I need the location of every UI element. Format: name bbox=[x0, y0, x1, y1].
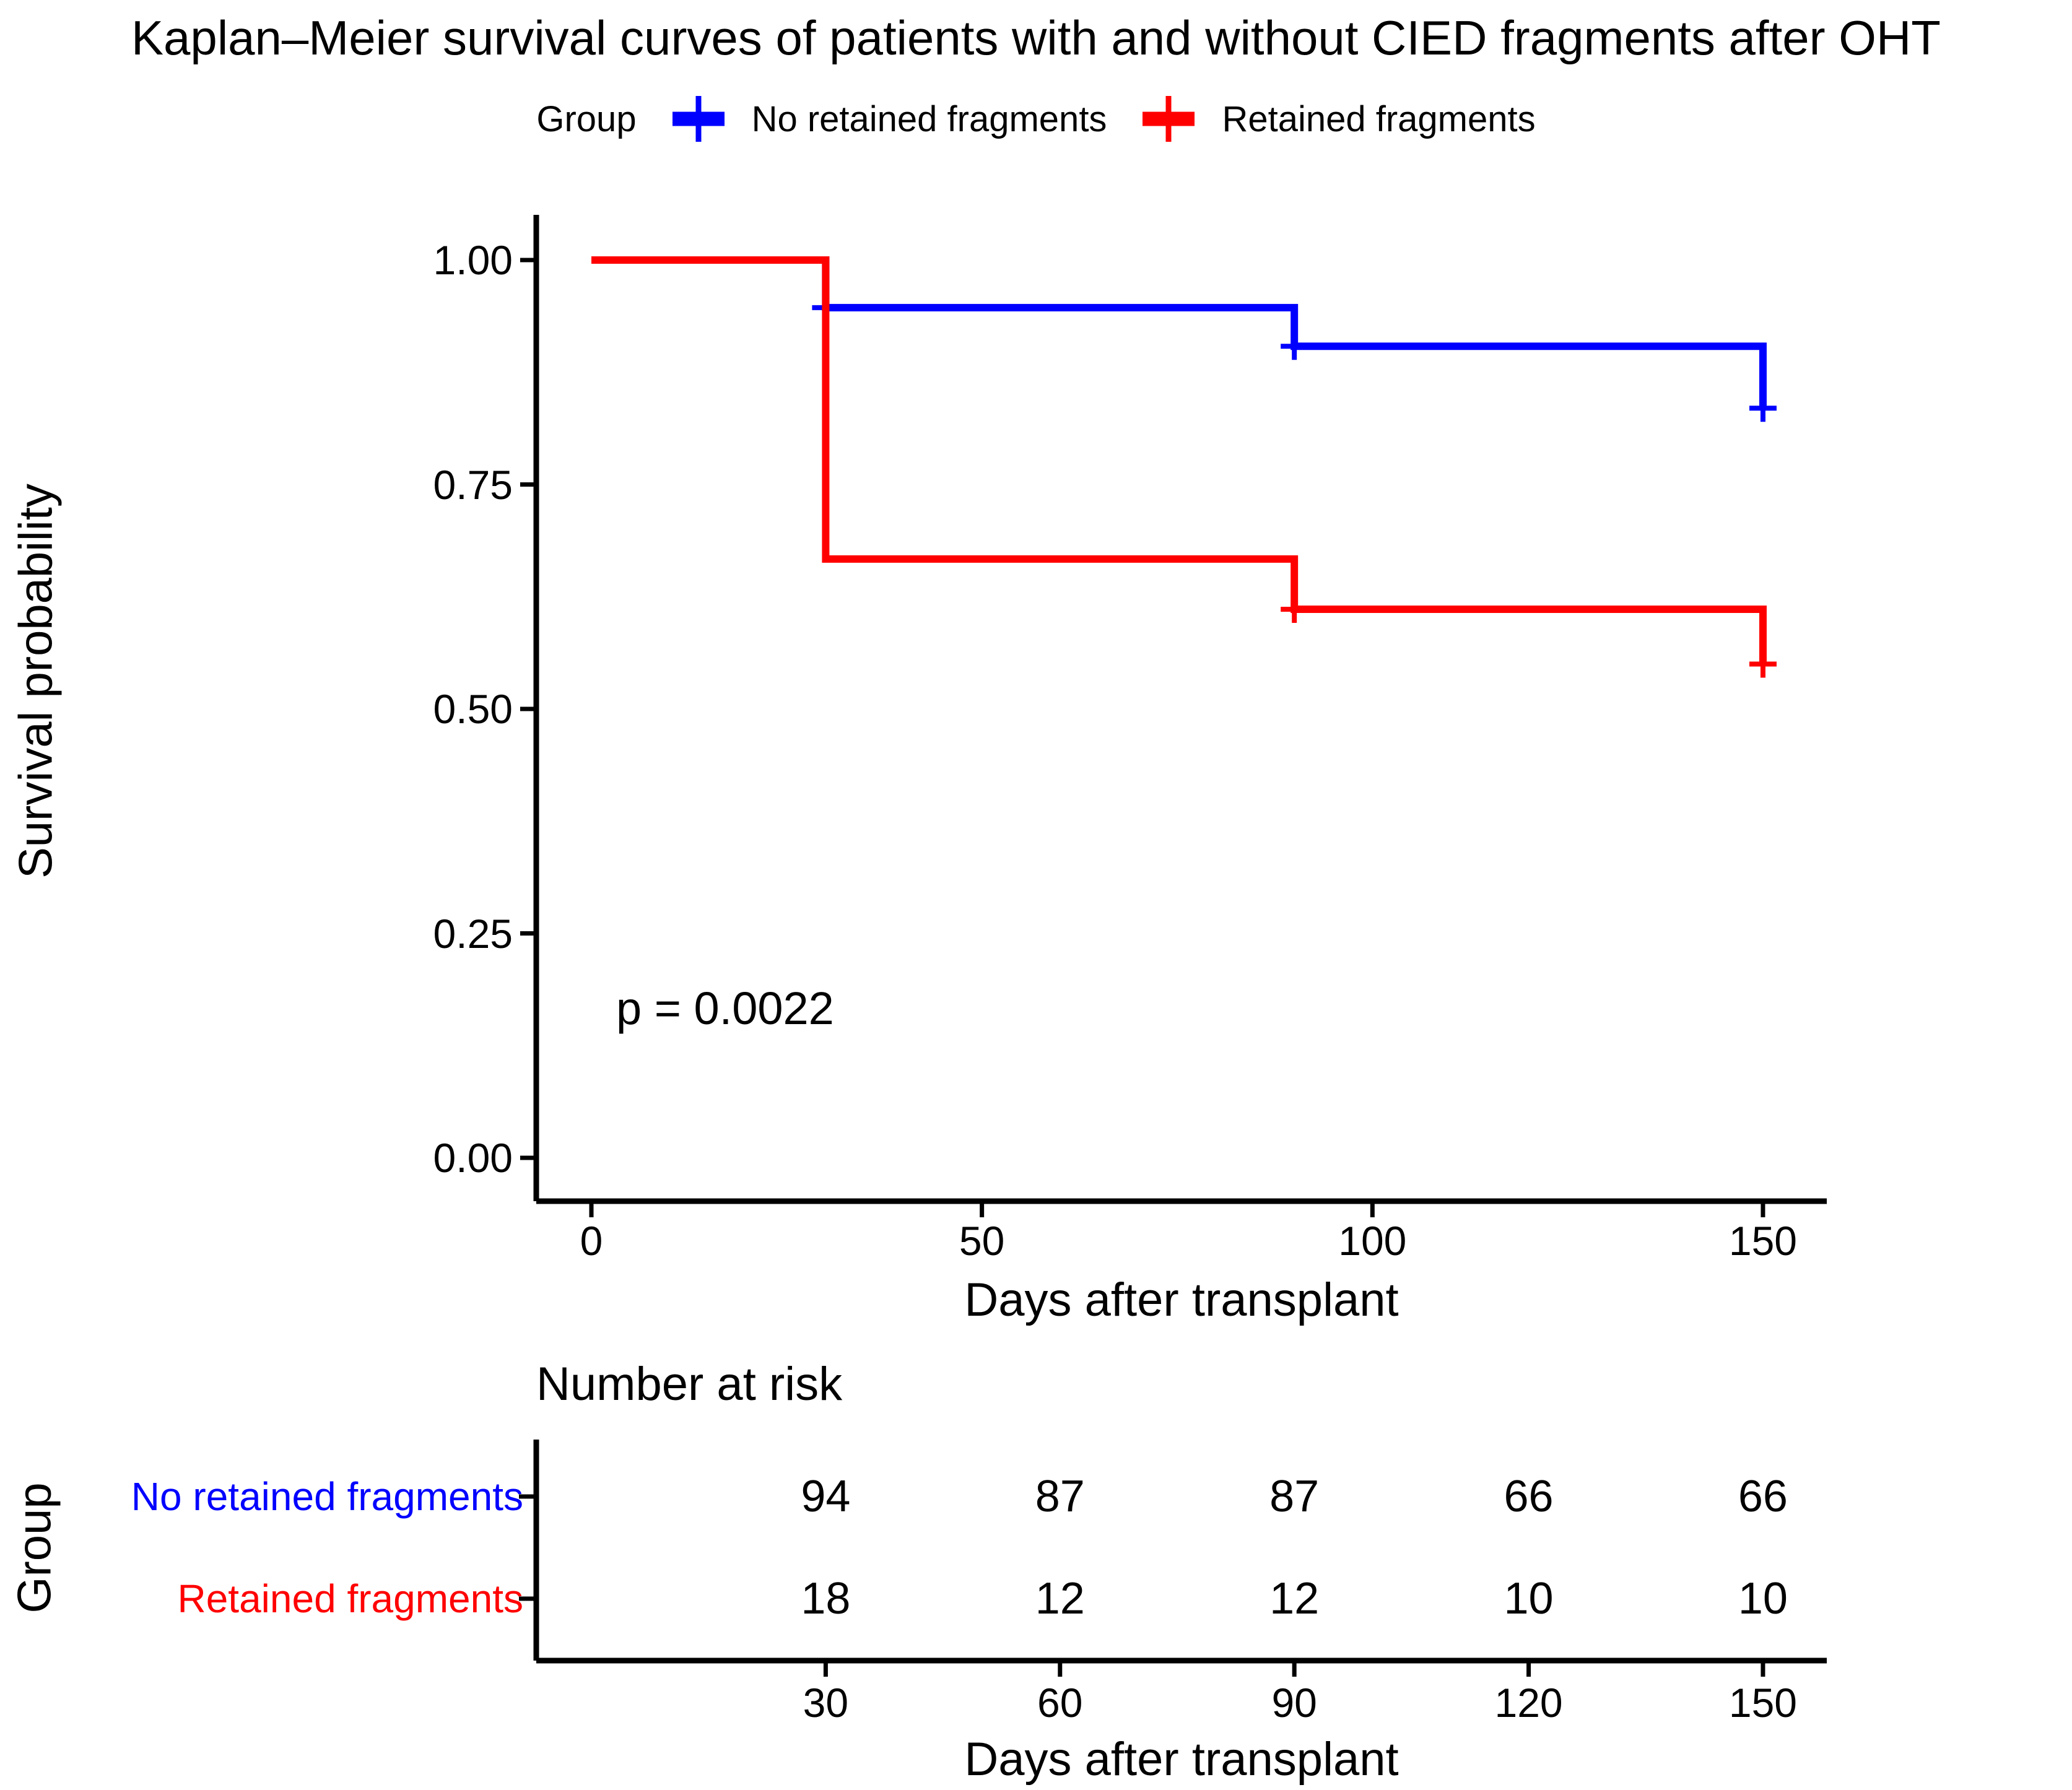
x-tick-label: 100 bbox=[1338, 1218, 1407, 1264]
x-tick-label: 50 bbox=[959, 1218, 1005, 1264]
risk-table-group-axis-title: Group bbox=[8, 1482, 61, 1614]
legend-item-retained: Retained fragments bbox=[1140, 90, 1536, 147]
risk-count: 12 bbox=[1269, 1574, 1320, 1623]
censor-plus-icon bbox=[1143, 96, 1195, 142]
x-tick-label: 150 bbox=[1728, 1218, 1797, 1264]
risk-count: 18 bbox=[801, 1574, 851, 1623]
risk-x-tick-label: 60 bbox=[1037, 1680, 1083, 1726]
legend-item-no-retained: No retained fragments bbox=[670, 90, 1107, 147]
risk-row-label: No retained fragments bbox=[131, 1474, 523, 1519]
km-curve-no-retained bbox=[591, 256, 1767, 409]
risk-count: 10 bbox=[1738, 1574, 1788, 1623]
risk-x-tick-label: 120 bbox=[1494, 1680, 1563, 1726]
risk-count: 94 bbox=[801, 1472, 851, 1521]
risk-x-tick-label: 150 bbox=[1728, 1680, 1797, 1726]
risk-count: 66 bbox=[1738, 1472, 1788, 1521]
y-tick-label: 1.00 bbox=[433, 237, 513, 283]
risk-x-tick-label: 30 bbox=[803, 1680, 849, 1726]
risk-count: 87 bbox=[1269, 1472, 1320, 1521]
y-tick-label: 0.00 bbox=[433, 1135, 513, 1181]
risk-count: 66 bbox=[1504, 1472, 1554, 1521]
risk-count: 12 bbox=[1035, 1574, 1085, 1623]
risk-row-label: Retained fragments bbox=[177, 1576, 523, 1621]
x-axis-title: Days after transplant bbox=[964, 1274, 1399, 1326]
y-tick-label: 0.25 bbox=[433, 910, 513, 957]
risk-table-title: Number at risk bbox=[536, 1358, 843, 1410]
legend-label: Retained fragments bbox=[1222, 98, 1536, 139]
risk-table-x-axis-title: Days after transplant bbox=[964, 1733, 1399, 1786]
legend-label: No retained fragments bbox=[751, 98, 1107, 139]
y-tick-label: 0.75 bbox=[433, 461, 513, 508]
risk-count: 87 bbox=[1035, 1472, 1085, 1521]
risk-x-tick-label: 90 bbox=[1271, 1680, 1317, 1726]
x-tick-label: 0 bbox=[580, 1218, 603, 1264]
legend: Group No retained fragments Retained fra… bbox=[0, 90, 2072, 147]
km-curve-retained bbox=[591, 256, 1767, 664]
pvalue-annotation: p = 0.0022 bbox=[616, 983, 834, 1034]
figure-title: Kaplan–Meier survival curves of patients… bbox=[131, 11, 1941, 65]
censor-plus-icon bbox=[672, 96, 725, 142]
y-tick-label: 0.50 bbox=[433, 686, 513, 732]
legend-title: Group bbox=[536, 98, 637, 139]
risk-count: 10 bbox=[1504, 1574, 1554, 1623]
y-axis-title: Survival probability bbox=[9, 484, 63, 879]
